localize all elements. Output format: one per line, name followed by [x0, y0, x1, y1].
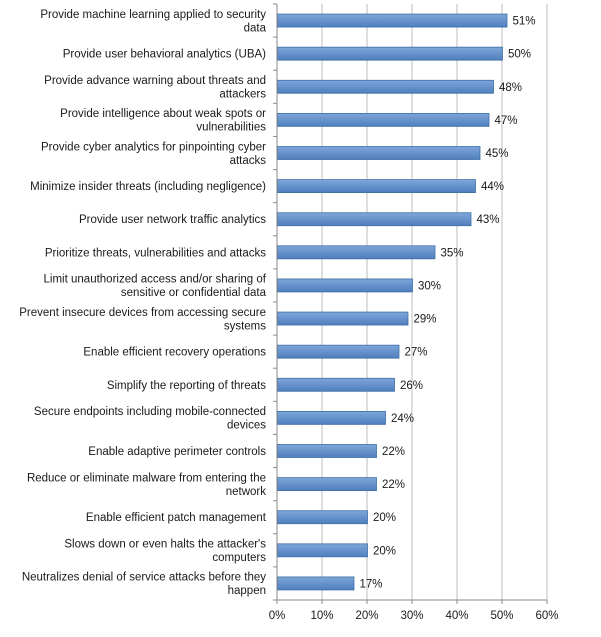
category-label: Simplify the reporting of threats [107, 380, 266, 392]
x-tick-label: 40% [445, 610, 468, 622]
category-label-line: Enable efficient recovery operations [83, 347, 266, 359]
bar [277, 278, 413, 293]
category-label-line: Secure endpoints including mobile-connec… [34, 406, 266, 418]
category-label-line: attacks [230, 155, 267, 167]
category-label: Provide user behavioral analytics (UBA) [63, 49, 266, 61]
category-label-line: attackers [219, 89, 266, 101]
category-label: Provide user network traffic analytics [79, 214, 266, 226]
bar [277, 112, 490, 127]
category-label-line: Reduce or eliminate malware from enterin… [27, 472, 266, 484]
category-label-line: Provide intelligence about weak spots or [60, 108, 266, 120]
value-label: 20% [373, 512, 396, 524]
value-label: 24% [391, 413, 414, 425]
category-label: Reduce or eliminate malware from enterin… [27, 472, 266, 498]
value-label: 51% [513, 16, 536, 28]
category-label-line: Limit unauthorized access and/or sharing… [44, 274, 267, 286]
category-labels: Provide machine learning applied to secu… [19, 9, 267, 597]
bar [277, 477, 377, 492]
value-labels: 51% 50% 48% 47% 45% 44% 43% 35% 30% 29% 27% 26% 24% 2… [360, 16, 536, 591]
x-axis-ticks: 0% 10% 20% 30% 40% 50% 60% [269, 610, 559, 622]
gridlines [321, 4, 548, 600]
bar [277, 245, 436, 260]
bar [277, 543, 368, 558]
category-label: Secure endpoints including mobile-connec… [34, 406, 266, 432]
x-tick-label: 60% [535, 610, 558, 622]
category-label-line: Provide user network traffic analytics [79, 214, 266, 226]
category-label-line: systems [224, 320, 266, 332]
category-label: Prioritize threats, vulnerabilities and … [45, 247, 266, 259]
x-tick-label: 30% [400, 610, 423, 622]
x-tick-label: 50% [490, 610, 513, 622]
x-tick-label: 10% [310, 610, 333, 622]
category-label: Minimize insider threats (including negl… [30, 181, 266, 193]
bar [277, 410, 386, 425]
category-label-line: Prioritize threats, vulnerabilities and … [45, 247, 266, 259]
bar [277, 146, 481, 160]
category-label-line: Simplify the reporting of threats [107, 380, 266, 392]
value-label: 43% [477, 214, 500, 226]
value-label: 50% [508, 49, 531, 61]
value-label: 45% [486, 148, 509, 160]
bar [277, 179, 476, 194]
bar [277, 46, 503, 61]
bar [277, 311, 409, 326]
value-label: 17% [360, 578, 383, 590]
value-label: 26% [400, 380, 423, 392]
category-label-line: Provide machine learning applied to secu… [40, 9, 266, 21]
value-label: 48% [499, 82, 522, 94]
category-label-line: Enable efficient patch management [86, 512, 267, 524]
category-label: Neutralizes denial of service attacks be… [22, 572, 266, 598]
category-label: Provide intelligence about weak spots or… [60, 108, 266, 134]
category-label-line: computers [212, 552, 266, 564]
category-label-line: Enable adaptive perimeter controls [88, 446, 266, 458]
value-label: 22% [382, 479, 405, 491]
category-label-line: data [244, 22, 267, 34]
x-tick-label: 20% [355, 610, 378, 622]
category-label: Provide machine learning applied to secu… [40, 9, 266, 35]
category-label-line: happen [228, 585, 266, 597]
category-label-line: Minimize insider threats (including negl… [30, 181, 266, 193]
axes [273, 3, 548, 604]
bar [277, 212, 472, 227]
value-label: 30% [418, 280, 441, 292]
category-label: Provide advance warning about threats an… [44, 75, 266, 101]
category-label-line: devices [227, 420, 266, 432]
bar [277, 344, 400, 359]
category-label: Slows down or even halts the attacker's c… [64, 539, 266, 565]
value-label: 29% [414, 314, 437, 326]
category-label-line: network [226, 486, 267, 498]
category-label: Enable efficient patch management [86, 512, 267, 524]
value-label: 35% [441, 247, 464, 259]
bar [277, 444, 377, 458]
bar [277, 576, 355, 591]
bar [277, 510, 368, 525]
x-tick-label: 0% [269, 610, 286, 622]
category-label-line: vulnerabilities [196, 122, 266, 134]
category-label: Enable adaptive perimeter controls [88, 446, 266, 458]
bar [277, 13, 508, 28]
category-label: Prevent insecure devices from accessing … [19, 307, 266, 333]
value-label: 22% [382, 446, 405, 458]
category-label-line: Slows down or even halts the attacker's [64, 539, 266, 551]
category-label-line: Neutralizes denial of service attacks be… [22, 572, 266, 584]
category-label-line: Prevent insecure devices from accessing … [19, 307, 266, 319]
category-label: Enable efficient recovery operations [83, 347, 266, 359]
bar [277, 79, 494, 94]
value-label: 47% [495, 115, 518, 127]
category-label-line: Provide user behavioral analytics (UBA) [63, 49, 266, 61]
bars [277, 13, 508, 591]
category-label: Limit unauthorized access and/or sharing… [44, 274, 267, 300]
category-label-line: sensitive or confidential data [121, 287, 267, 299]
value-label: 27% [405, 347, 428, 359]
category-label: Provide cyber analytics for pinpointing … [41, 141, 266, 167]
category-label-line: Provide advance warning about threats an… [44, 75, 266, 87]
category-label-line: Provide cyber analytics for pinpointing … [41, 141, 266, 153]
value-label: 20% [373, 545, 396, 557]
bar [277, 377, 395, 392]
value-label: 44% [481, 181, 504, 193]
